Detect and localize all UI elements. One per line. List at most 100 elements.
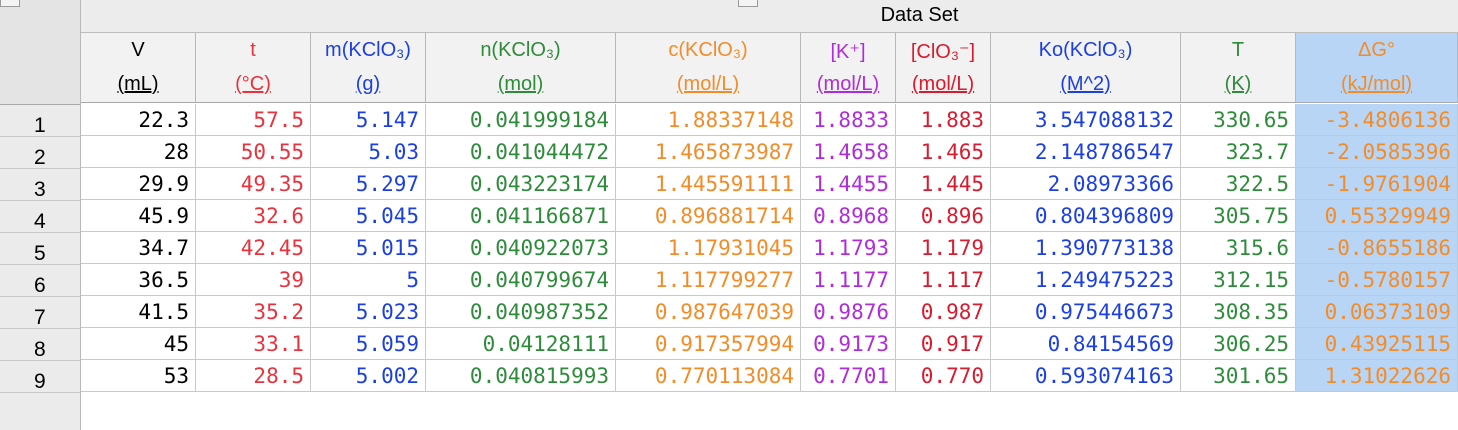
table-cell[interactable]: 32.6 — [196, 200, 311, 232]
table-cell[interactable]: 308.35 — [1181, 296, 1296, 328]
column-header-k[interactable]: [K⁺] (mol/L) — [801, 33, 896, 103]
column-header-c[interactable]: c(KClO₃) (mol/L) — [616, 33, 801, 103]
table-cell[interactable]: 0.917 — [896, 328, 991, 360]
table-cell[interactable]: 305.75 — [1181, 200, 1296, 232]
table-cell[interactable]: 22.3 — [81, 104, 196, 136]
table-cell[interactable]: 36.5 — [81, 264, 196, 296]
table-cell[interactable]: 0.804396809 — [991, 200, 1181, 232]
table-cell[interactable]: 1.445 — [896, 168, 991, 200]
table-cell[interactable]: 1.1793 — [801, 232, 896, 264]
table-cell[interactable]: 0.987 — [896, 296, 991, 328]
table-cell[interactable]: 5.03 — [311, 136, 426, 168]
table-cell[interactable]: 5.002 — [311, 360, 426, 392]
table-cell[interactable]: 0.040987352 — [426, 296, 616, 328]
column-header-dg[interactable]: ΔG° (kJ/mol) — [1296, 33, 1458, 103]
table-cell[interactable]: 0.770113084 — [616, 360, 801, 392]
column-header-t[interactable]: t (°C) — [196, 33, 311, 103]
table-cell[interactable]: 45 — [81, 328, 196, 360]
column-header-ko[interactable]: Ko(KClO₃) (M^2) — [991, 33, 1181, 103]
select-all-corner[interactable] — [0, 0, 20, 7]
table-cell[interactable]: 1.445591111 — [616, 168, 801, 200]
table-cell[interactable]: -0.8655186 — [1296, 232, 1458, 264]
table-cell[interactable]: -0.5780157 — [1296, 264, 1458, 296]
table-cell[interactable]: 0.43925115 — [1296, 328, 1458, 360]
table-cell[interactable]: 2.08973366 — [991, 168, 1181, 200]
row-number[interactable]: 1 — [0, 104, 80, 137]
table-cell[interactable]: 306.25 — [1181, 328, 1296, 360]
table-cell[interactable]: 0.8968 — [801, 200, 896, 232]
table-cell[interactable]: 323.7 — [1181, 136, 1296, 168]
table-cell[interactable]: -1.9761904 — [1296, 168, 1458, 200]
table-cell[interactable]: 29.9 — [81, 168, 196, 200]
table-cell[interactable]: 5.297 — [311, 168, 426, 200]
table-cell[interactable]: 5 — [311, 264, 426, 296]
table-cell[interactable]: 41.5 — [81, 296, 196, 328]
table-cell[interactable]: 1.179 — [896, 232, 991, 264]
row-number[interactable]: 2 — [0, 136, 80, 169]
table-cell[interactable]: 39 — [196, 264, 311, 296]
table-cell[interactable]: -2.0585396 — [1296, 136, 1458, 168]
table-cell[interactable]: 0.9876 — [801, 296, 896, 328]
table-cell[interactable]: 0.041044472 — [426, 136, 616, 168]
table-cell[interactable]: 1.17931045 — [616, 232, 801, 264]
table-cell[interactable]: 1.8833 — [801, 104, 896, 136]
table-cell[interactable]: 301.65 — [1181, 360, 1296, 392]
table-cell[interactable]: 1.4455 — [801, 168, 896, 200]
row-number[interactable]: 5 — [0, 232, 80, 265]
table-cell[interactable]: 0.917357994 — [616, 328, 801, 360]
table-cell[interactable]: 0.987647039 — [616, 296, 801, 328]
table-cell[interactable]: 3.547088132 — [991, 104, 1181, 136]
table-cell[interactable]: 315.6 — [1181, 232, 1296, 264]
table-cell[interactable]: 0.7701 — [801, 360, 896, 392]
table-cell[interactable]: 1.465873987 — [616, 136, 801, 168]
table-cell[interactable]: 0.975446673 — [991, 296, 1181, 328]
column-header-V[interactable]: V (mL) — [81, 33, 196, 103]
table-cell[interactable]: 0.9173 — [801, 328, 896, 360]
table-cell[interactable]: 1.117 — [896, 264, 991, 296]
table-cell[interactable]: 45.9 — [81, 200, 196, 232]
table-cell[interactable]: 1.88337148 — [616, 104, 801, 136]
table-cell[interactable]: 5.015 — [311, 232, 426, 264]
column-header-T[interactable]: T (K) — [1181, 33, 1296, 103]
table-cell[interactable]: 1.4658 — [801, 136, 896, 168]
table-cell[interactable]: 0.55329949 — [1296, 200, 1458, 232]
table-cell[interactable]: 0.041999184 — [426, 104, 616, 136]
column-split-handle[interactable] — [738, 0, 758, 7]
table-cell[interactable]: -3.4806136 — [1296, 104, 1458, 136]
table-cell[interactable]: 57.5 — [196, 104, 311, 136]
table-cell[interactable]: 0.040922073 — [426, 232, 616, 264]
table-cell[interactable]: 0.040799674 — [426, 264, 616, 296]
table-cell[interactable]: 0.896881714 — [616, 200, 801, 232]
row-number[interactable]: 3 — [0, 168, 80, 201]
table-cell[interactable]: 2.148786547 — [991, 136, 1181, 168]
table-cell[interactable]: 0.84154569 — [991, 328, 1181, 360]
column-header-n[interactable]: n(KClO₃) (mol) — [426, 33, 616, 103]
table-cell[interactable]: 1.31022626 — [1296, 360, 1458, 392]
table-cell[interactable]: 1.249475223 — [991, 264, 1181, 296]
row-number[interactable]: 7 — [0, 296, 80, 329]
column-header-m[interactable]: m(KClO₃) (g) — [311, 33, 426, 103]
table-cell[interactable]: 1.117799277 — [616, 264, 801, 296]
table-cell[interactable]: 34.7 — [81, 232, 196, 264]
table-cell[interactable]: 0.041166871 — [426, 200, 616, 232]
row-number[interactable]: 8 — [0, 328, 80, 361]
table-cell[interactable]: 1.465 — [896, 136, 991, 168]
table-cell[interactable]: 50.55 — [196, 136, 311, 168]
table-cell[interactable]: 5.023 — [311, 296, 426, 328]
table-cell[interactable]: 0.593074163 — [991, 360, 1181, 392]
table-cell[interactable]: 1.390773138 — [991, 232, 1181, 264]
table-cell[interactable]: 1.883 — [896, 104, 991, 136]
table-cell[interactable]: 0.770 — [896, 360, 991, 392]
row-number[interactable]: 4 — [0, 200, 80, 233]
table-cell[interactable]: 35.2 — [196, 296, 311, 328]
table-cell[interactable]: 0.04128111 — [426, 328, 616, 360]
table-cell[interactable]: 0.040815993 — [426, 360, 616, 392]
table-cell[interactable]: 0.06373109 — [1296, 296, 1458, 328]
row-number[interactable]: 6 — [0, 264, 80, 297]
table-cell[interactable]: 330.65 — [1181, 104, 1296, 136]
column-header-clo[interactable]: [ClO₃⁻] (mol/L) — [896, 33, 991, 103]
table-cell[interactable]: 28.5 — [196, 360, 311, 392]
table-cell[interactable]: 53 — [81, 360, 196, 392]
table-cell[interactable]: 42.45 — [196, 232, 311, 264]
table-cell[interactable]: 5.045 — [311, 200, 426, 232]
